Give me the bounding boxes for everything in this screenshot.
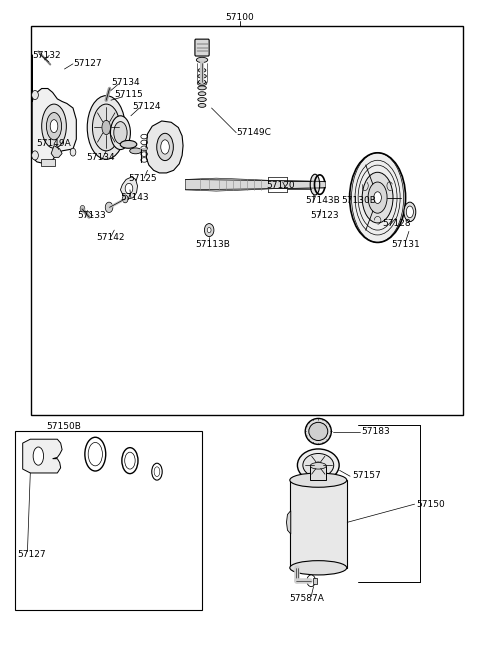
Text: 57130B: 57130B: [342, 196, 376, 206]
Ellipse shape: [310, 174, 320, 195]
Ellipse shape: [374, 192, 382, 204]
Text: 57134: 57134: [86, 153, 114, 162]
Text: 57183: 57183: [361, 427, 390, 436]
Text: 57120: 57120: [266, 181, 295, 191]
Ellipse shape: [309, 422, 328, 441]
Circle shape: [32, 151, 38, 160]
Circle shape: [122, 195, 128, 203]
Ellipse shape: [50, 120, 58, 133]
Bar: [41, 159, 55, 166]
Ellipse shape: [305, 419, 331, 444]
Ellipse shape: [161, 140, 169, 154]
Ellipse shape: [120, 140, 137, 148]
Ellipse shape: [198, 86, 206, 90]
Ellipse shape: [196, 58, 208, 62]
Bar: [14, 432, 202, 610]
Text: 57125: 57125: [129, 174, 157, 183]
Bar: [310, 466, 326, 480]
Text: 57149A: 57149A: [36, 140, 71, 148]
Polygon shape: [51, 145, 62, 157]
Ellipse shape: [87, 96, 125, 159]
Ellipse shape: [197, 81, 207, 86]
Circle shape: [204, 223, 214, 236]
Ellipse shape: [198, 80, 206, 84]
Ellipse shape: [198, 74, 206, 78]
Circle shape: [105, 202, 113, 213]
Ellipse shape: [198, 68, 206, 72]
Circle shape: [207, 227, 211, 233]
Circle shape: [32, 90, 38, 100]
Text: 57587A: 57587A: [289, 595, 324, 603]
Text: 57150B: 57150B: [47, 422, 81, 431]
Text: 57127: 57127: [17, 550, 46, 559]
Ellipse shape: [404, 202, 416, 221]
Text: 57115: 57115: [114, 90, 143, 100]
Ellipse shape: [310, 462, 326, 469]
Ellipse shape: [33, 447, 44, 465]
Polygon shape: [185, 178, 325, 191]
Ellipse shape: [290, 473, 347, 487]
Text: 57143: 57143: [120, 193, 149, 202]
Text: 57149C: 57149C: [236, 128, 271, 137]
Text: 57142: 57142: [96, 233, 125, 242]
Ellipse shape: [42, 104, 66, 148]
Circle shape: [70, 148, 76, 156]
Ellipse shape: [93, 104, 120, 151]
Text: 57128: 57128: [383, 219, 411, 228]
PathPatch shape: [32, 55, 76, 164]
Polygon shape: [23, 440, 62, 473]
Ellipse shape: [290, 561, 347, 575]
Ellipse shape: [157, 134, 173, 160]
Text: 57113B: 57113B: [195, 240, 230, 249]
Ellipse shape: [406, 206, 413, 217]
Ellipse shape: [314, 462, 323, 468]
Text: 57131: 57131: [391, 240, 420, 249]
FancyBboxPatch shape: [195, 39, 209, 56]
Ellipse shape: [198, 103, 206, 107]
Bar: [31, 26, 463, 415]
Ellipse shape: [349, 153, 406, 242]
Ellipse shape: [102, 121, 110, 135]
Ellipse shape: [110, 116, 131, 149]
Circle shape: [307, 575, 315, 587]
Polygon shape: [120, 177, 137, 199]
Ellipse shape: [47, 113, 61, 140]
Text: 57124: 57124: [132, 102, 160, 111]
Ellipse shape: [368, 182, 387, 213]
Ellipse shape: [198, 98, 206, 102]
Ellipse shape: [303, 453, 334, 477]
Text: 57143B: 57143B: [305, 196, 340, 206]
Bar: [312, 578, 317, 584]
Text: 57132: 57132: [32, 51, 61, 60]
Ellipse shape: [130, 148, 142, 154]
Polygon shape: [146, 121, 183, 173]
Text: 57157: 57157: [352, 471, 381, 480]
Text: 57123: 57123: [310, 211, 339, 219]
Ellipse shape: [298, 449, 339, 481]
Circle shape: [80, 206, 85, 212]
Text: 57127: 57127: [73, 60, 102, 68]
Ellipse shape: [198, 92, 206, 96]
Text: 57133: 57133: [78, 211, 107, 219]
Ellipse shape: [114, 122, 127, 143]
Text: 57150: 57150: [417, 500, 445, 509]
Text: 57134: 57134: [111, 77, 140, 86]
Text: 57100: 57100: [226, 13, 254, 22]
Circle shape: [125, 183, 133, 194]
Ellipse shape: [362, 172, 393, 223]
Polygon shape: [287, 511, 291, 534]
Bar: [290, 480, 347, 568]
